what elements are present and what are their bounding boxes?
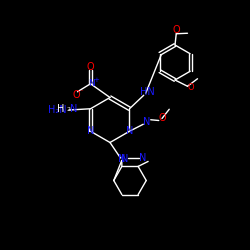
Text: O: O: [72, 90, 80, 100]
Text: N: N: [118, 154, 126, 164]
Text: N: N: [139, 153, 146, 163]
Text: O: O: [87, 62, 94, 72]
Text: N: N: [143, 117, 151, 127]
Text: O: O: [188, 83, 194, 92]
Text: O: O: [158, 114, 166, 124]
Text: N: N: [87, 126, 94, 136]
Text: H: H: [57, 104, 64, 115]
Text: N: N: [88, 79, 95, 88]
Text: 2: 2: [66, 107, 70, 112]
Text: +: +: [93, 78, 99, 84]
Text: N: N: [126, 126, 133, 136]
Text: N: N: [120, 154, 128, 164]
Text: ⁻: ⁻: [80, 90, 84, 96]
Text: O: O: [172, 25, 180, 35]
Text: N: N: [70, 104, 77, 115]
Text: H₂N: H₂N: [48, 105, 67, 115]
Text: HN: HN: [140, 87, 155, 97]
